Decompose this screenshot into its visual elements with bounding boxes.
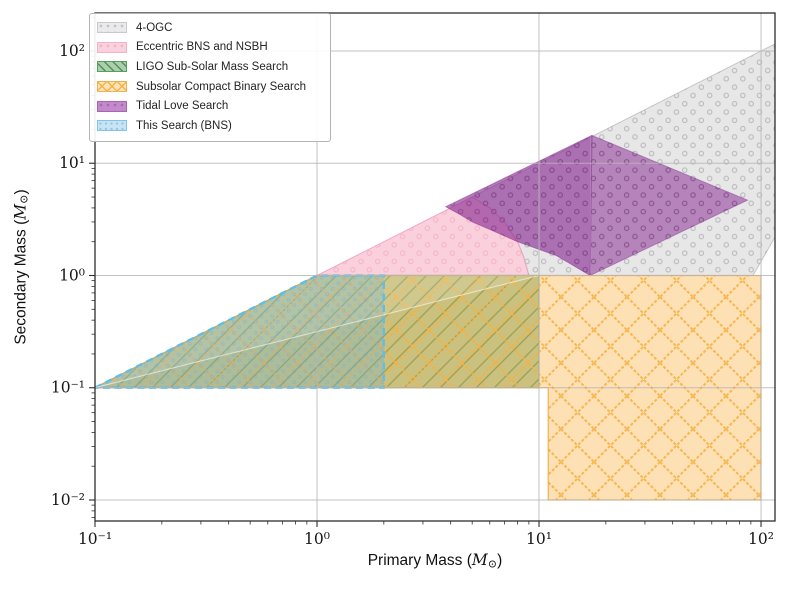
legend-swatch-this-search <box>97 120 127 132</box>
sun-symbol: ⊙ <box>17 194 31 204</box>
legend-item-4ogc: 4-OGC <box>97 18 322 38</box>
y-axis-label-paren: ( <box>12 219 30 225</box>
region-tidal_left <box>444 134 593 277</box>
region-this <box>95 274 385 389</box>
x-tick-label: 10¹ <box>526 530 552 548</box>
sun-symbol: ⊙ <box>487 557 498 571</box>
y-axis-label-paren-close: ) <box>12 189 30 195</box>
tick-labels: 10⁻¹ 10⁰ 10¹ 10² 10⁻² 10⁻¹ 10⁰ 10¹ 10² <box>51 42 774 548</box>
x-tick-label: 10⁻¹ <box>78 530 112 548</box>
region-tidal_right <box>589 134 749 277</box>
x-axis-label: Primary Mass (M⊙) <box>95 551 775 570</box>
y-axis-label-text: Secondary Mass <box>12 224 30 345</box>
legend-swatch-tidal-love <box>97 100 127 112</box>
legend-item-ligo-subsolar: LIGO Sub-Solar Mass Search <box>97 57 322 77</box>
legend-swatch-ligo-subsolar <box>97 61 127 73</box>
x-tick-label: 10⁰ <box>304 530 330 548</box>
legend-label: Tidal Love Search <box>136 100 229 113</box>
y-tick-label: 10⁰ <box>59 266 85 284</box>
y-tick-label: 10² <box>59 42 85 60</box>
y-axis-label: Secondary Mass (M⊙) <box>11 189 30 344</box>
overlay-line-tidal-seam <box>590 135 592 274</box>
legend: 4-OGC Eccentric BNS and NSBH LIGO Sub-So… <box>89 13 331 142</box>
axes-frame <box>94 12 776 522</box>
legend-label: LIGO Sub-Solar Mass Search <box>136 60 289 73</box>
legend-item-this-search: This Search (BNS) <box>97 116 322 136</box>
legend-item-tidal-love: Tidal Love Search <box>97 96 322 116</box>
legend-item-subsolar-compact: Subsolar Compact Binary Search <box>97 77 322 97</box>
y-tick-label: 10¹ <box>59 154 85 172</box>
legend-label: 4-OGC <box>136 21 173 34</box>
x-axis-label-paren-close: ) <box>497 552 503 569</box>
legend-swatch-subsolar-compact <box>97 81 127 93</box>
y-tick-label: 10⁻² <box>51 491 85 509</box>
x-tick-label: 10² <box>748 530 774 548</box>
x-axis-label-paren: ( <box>466 552 472 569</box>
x-axis-mass-symbol: M <box>471 551 488 569</box>
legend-swatch-4ogc <box>97 22 127 34</box>
y-tick-label: 10⁻¹ <box>51 379 85 397</box>
legend-label: Eccentric BNS and NSBH <box>136 41 268 54</box>
legend-label: This Search (BNS) <box>136 119 232 132</box>
y-axis-mass-symbol: M <box>11 203 30 220</box>
regions-layer <box>95 43 775 501</box>
legend-item-eccentric: Eccentric BNS and NSBH <box>97 38 322 58</box>
legend-swatch-eccentric <box>97 41 127 53</box>
legend-label: Subsolar Compact Binary Search <box>136 80 307 93</box>
x-axis-label-text: Primary Mass <box>367 552 467 569</box>
